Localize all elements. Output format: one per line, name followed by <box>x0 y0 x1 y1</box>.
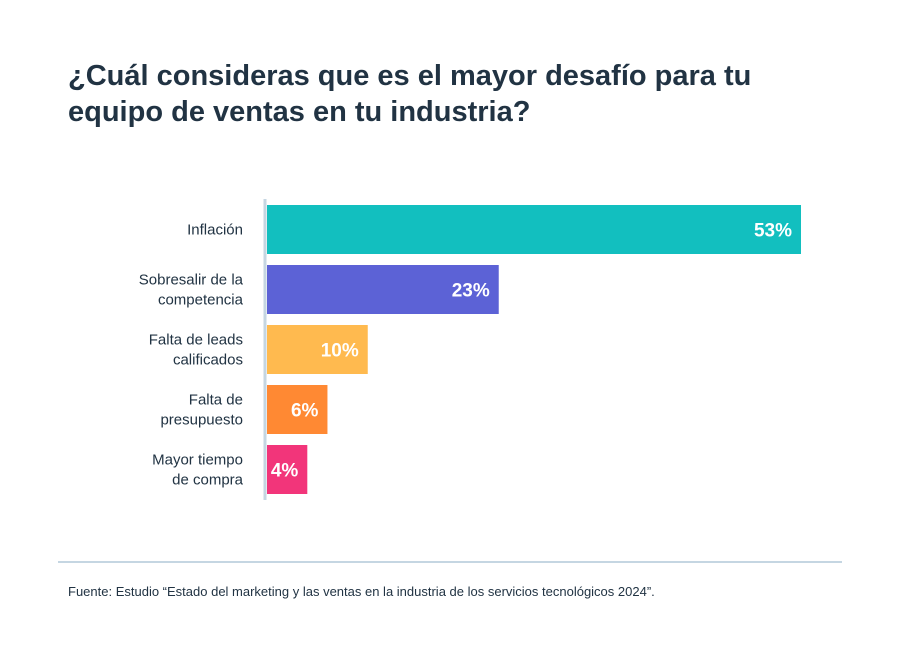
chart-title: ¿Cuál consideras que es el mayor desafío… <box>68 60 752 128</box>
category-label-0: Inflación <box>187 222 243 239</box>
bar-chart: 53% Inflación 23% Sobresalir de la competenc… <box>139 199 801 500</box>
category-label-4: Mayor tiempo de compra <box>152 452 244 489</box>
value-label-0: 53% <box>754 221 792 242</box>
source-note: Fuente: Estudio “Estado del marketing y … <box>68 584 655 599</box>
category-label-2: Falta de leads calificados <box>149 332 243 369</box>
value-label-1: 23% <box>452 281 490 302</box>
bar-0 <box>267 205 801 254</box>
value-label-4: 4% <box>271 461 299 482</box>
category-label-1: Sobresalir de la competencia <box>139 272 244 309</box>
footer-divider <box>58 561 842 563</box>
bar-2 <box>267 325 368 374</box>
bars-group: 53% Inflación 23% Sobresalir de la competenc… <box>139 205 801 494</box>
bar-4 <box>267 445 308 494</box>
value-label-2: 10% <box>321 341 359 362</box>
bar-3 <box>267 385 328 434</box>
bar-1 <box>267 265 499 314</box>
value-label-3: 6% <box>291 401 319 422</box>
category-label-3: Falta de presupuesto <box>160 392 243 429</box>
